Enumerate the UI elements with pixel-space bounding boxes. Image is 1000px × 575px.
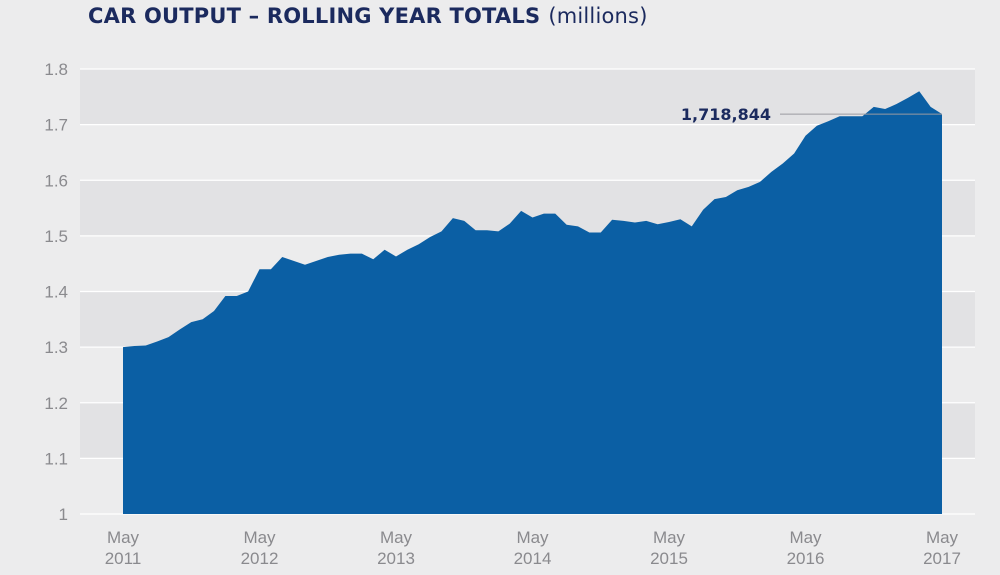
band-7 (80, 69, 975, 125)
chart-title: CAR OUTPUT – ROLLING YEAR TOTALS (million… (88, 4, 648, 28)
chart-title-main: CAR OUTPUT – ROLLING YEAR TOTALS (88, 4, 541, 28)
x-tick-label-month: May (243, 528, 276, 547)
x-axis: May 2011 May 2012 May 2013 May 2014 May 2015 May 20… (105, 528, 961, 568)
x-tick-label-year: 2014 (514, 549, 552, 568)
x-tick-label-month: May (107, 528, 140, 547)
x-tick-label-year: 2016 (787, 549, 825, 568)
x-tick-label-month: May (516, 528, 549, 547)
area-series (123, 91, 942, 514)
annotation-label: 1,718,844 (681, 105, 771, 124)
y-tick-label: 1.5 (44, 227, 68, 246)
y-tick-label: 1.3 (44, 338, 68, 357)
series-area (123, 91, 942, 514)
chart-subtitle: (millions) (548, 4, 648, 28)
x-tick-label-year: 2015 (650, 549, 688, 568)
y-tick-label: 1.4 (44, 283, 68, 302)
x-tick-label-month: May (380, 528, 413, 547)
x-tick-label-year: 2011 (105, 549, 142, 568)
y-tick-label: 1 (59, 505, 68, 524)
y-axis: 1 1.1 1.2 1.3 1.4 1.5 1.6 1.7 1.8 (44, 60, 68, 524)
x-tick-label-year: 2013 (377, 549, 415, 568)
x-tick-label-year: 2017 (923, 549, 961, 568)
y-tick-label: 1.1 (44, 449, 68, 468)
y-tick-label: 1.6 (44, 171, 68, 190)
x-tick-label-month: May (653, 528, 686, 547)
y-tick-label: 1.8 (44, 60, 68, 79)
y-tick-label: 1.2 (44, 394, 68, 413)
x-tick-label-month: May (926, 528, 959, 547)
y-tick-label: 1.7 (44, 116, 68, 135)
annotation: 1,718,844 (681, 105, 942, 124)
x-tick-label-month: May (789, 528, 822, 547)
x-tick-label-year: 2012 (241, 549, 279, 568)
